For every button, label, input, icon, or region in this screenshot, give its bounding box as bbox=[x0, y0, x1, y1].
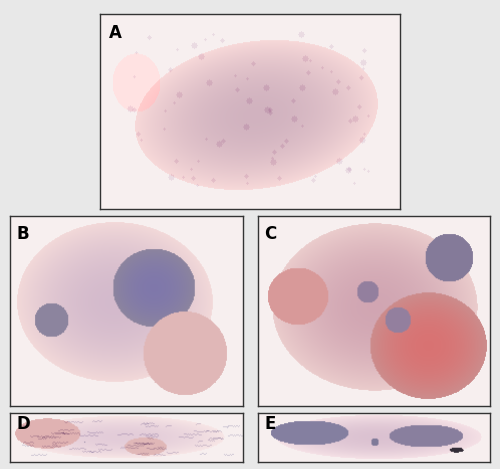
Text: D: D bbox=[17, 415, 30, 433]
Text: A: A bbox=[109, 24, 122, 42]
Text: E: E bbox=[264, 415, 276, 433]
Text: C: C bbox=[264, 225, 276, 243]
Text: B: B bbox=[17, 225, 29, 243]
